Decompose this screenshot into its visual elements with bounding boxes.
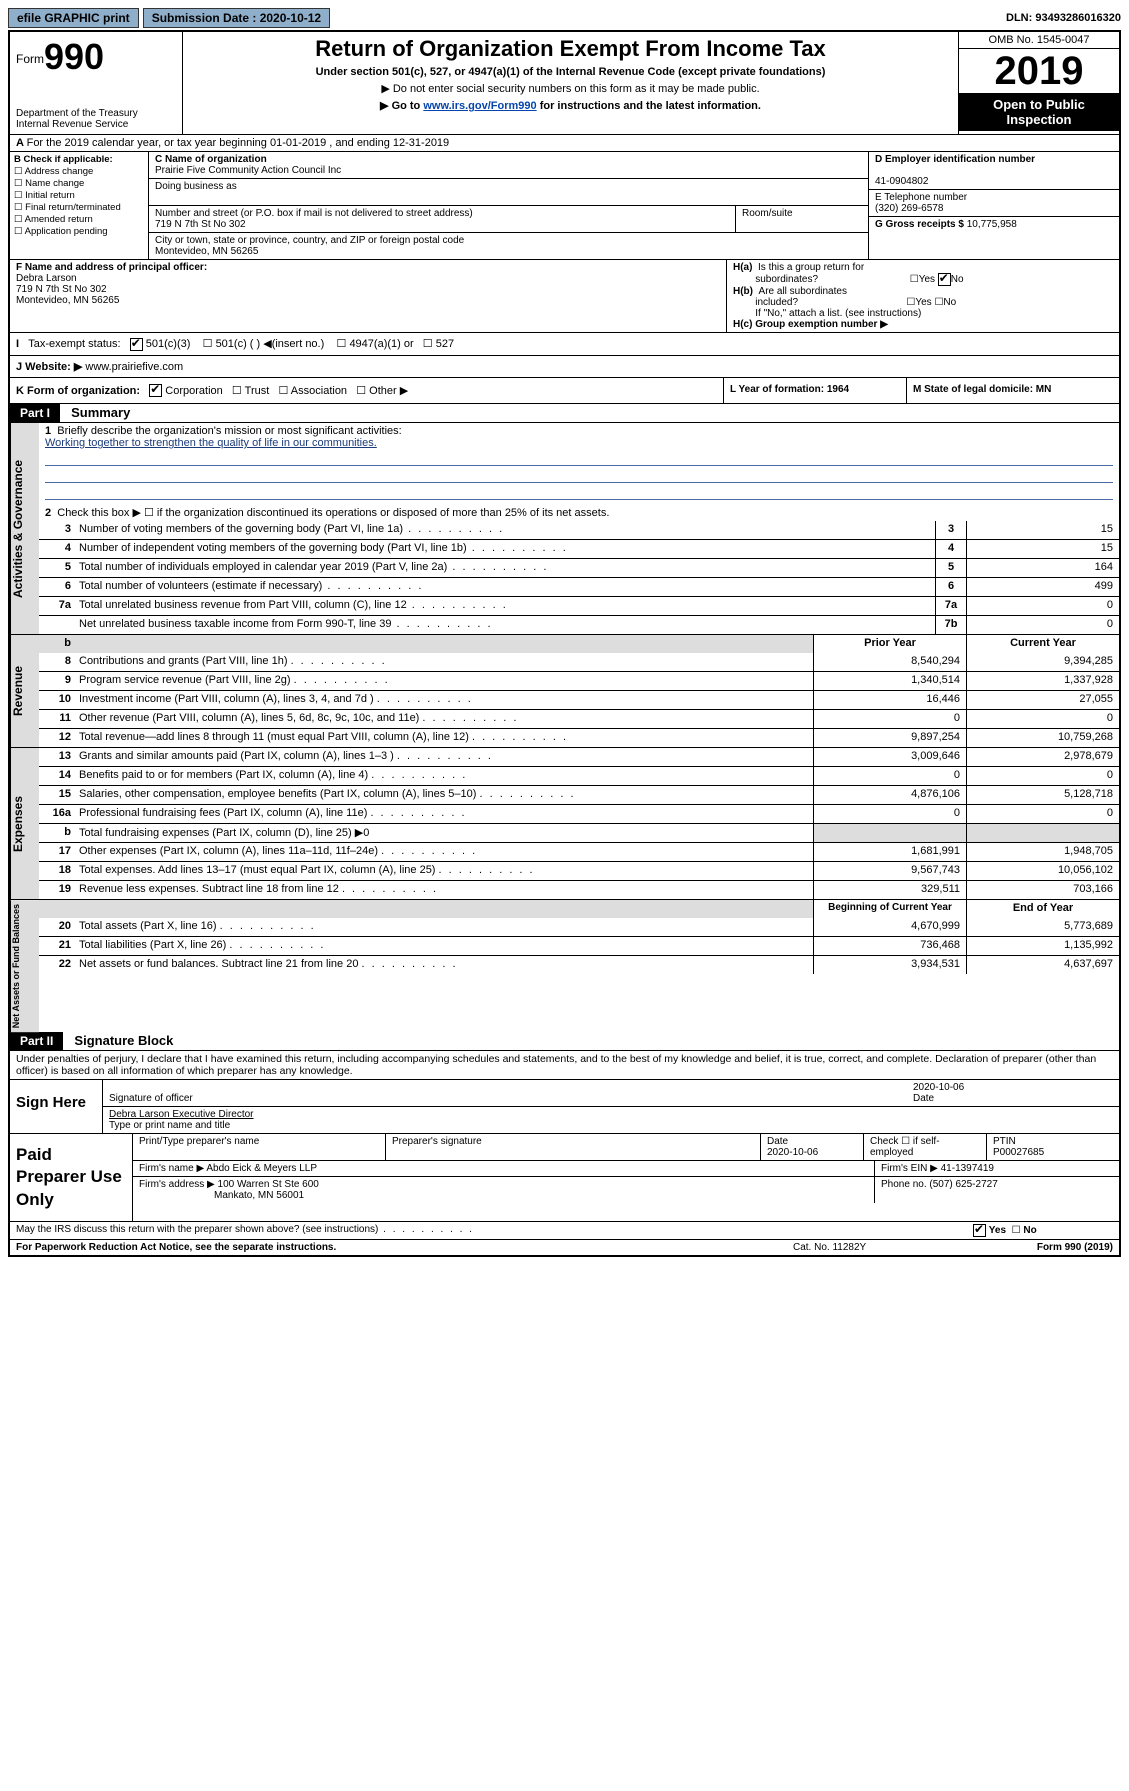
part-1-header: Part I Summary <box>10 404 1119 423</box>
checkbox-corp <box>149 384 162 397</box>
data-line: 22Net assets or fund balances. Subtract … <box>39 955 1119 974</box>
column-header-row: b Prior Year Current Year <box>39 635 1119 653</box>
data-line: 11Other revenue (Part VIII, column (A), … <box>39 709 1119 728</box>
dln-text: DLN: 93493286016320 <box>1006 12 1121 24</box>
data-line: 19Revenue less expenses. Subtract line 1… <box>39 880 1119 899</box>
vtab-revenue: Revenue <box>10 635 39 747</box>
data-line: 12Total revenue—add lines 8 through 11 (… <box>39 728 1119 747</box>
checkbox-no-icon <box>938 273 951 286</box>
data-line: 20Total assets (Part X, line 16) 4,670,9… <box>39 918 1119 936</box>
na-header-row: Beginning of Current Year End of Year <box>39 900 1119 918</box>
paid-preparer-section: Paid Preparer Use Only Print/Type prepar… <box>10 1134 1119 1221</box>
line-2: 2 Check this box ▶ ☐ if the organization… <box>39 504 1119 521</box>
data-line: 17Other expenses (Part IX, column (A), l… <box>39 842 1119 861</box>
sign-here-section: Sign Here Signature of officer 2020-10-0… <box>10 1080 1119 1134</box>
box-l: L Year of formation: 1964 <box>723 378 906 404</box>
top-toolbar: efile GRAPHIC print Submission Date : 20… <box>8 8 1121 28</box>
data-line: 13Grants and similar amounts paid (Part … <box>39 748 1119 766</box>
summary-line: 5Total number of individuals employed in… <box>39 558 1119 577</box>
box-j: J Website: ▶ www.prairiefive.com <box>10 356 1119 378</box>
vtab-governance: Activities & Governance <box>10 423 39 634</box>
box-m: M State of legal domicile: MN <box>906 378 1119 404</box>
data-line: bTotal fundraising expenses (Part IX, co… <box>39 823 1119 842</box>
efile-button[interactable]: efile GRAPHIC print <box>8 8 139 28</box>
summary-line: 6Total number of volunteers (estimate if… <box>39 577 1119 596</box>
summary-line: 7aTotal unrelated business revenue from … <box>39 596 1119 615</box>
header-right: OMB No. 1545-0047 2019 Open to Public In… <box>958 32 1119 134</box>
vtab-expenses: Expenses <box>10 748 39 899</box>
header-left: Form990 Department of the Treasury Inter… <box>10 32 183 134</box>
box-b: B Check if applicable: ☐ Address change … <box>10 152 149 259</box>
discuss-row: May the IRS discuss this return with the… <box>10 1222 1119 1240</box>
line-1: 1 Briefly describe the organization's mi… <box>39 423 1119 504</box>
data-line: 18Total expenses. Add lines 13–17 (must … <box>39 861 1119 880</box>
box-k: K Form of organization: Corporation ☐ Tr… <box>10 378 723 404</box>
data-line: 21Total liabilities (Part X, line 26) 73… <box>39 936 1119 955</box>
checkbox-yes-discuss <box>973 1224 986 1237</box>
header-title: Return of Organization Exempt From Incom… <box>183 32 958 134</box>
data-line: 9Program service revenue (Part VIII, lin… <box>39 671 1119 690</box>
data-line: 14Benefits paid to or for members (Part … <box>39 766 1119 785</box>
data-line: 8Contributions and grants (Part VIII, li… <box>39 653 1119 671</box>
form-title: Return of Organization Exempt From Incom… <box>189 36 952 62</box>
box-d: D Employer identification number 41-0904… <box>868 152 1119 259</box>
data-line: 15Salaries, other compensation, employee… <box>39 785 1119 804</box>
vtab-netassets: Net Assets or Fund Balances <box>10 900 39 1032</box>
instructions-link[interactable]: www.irs.gov/Form990 <box>423 100 536 112</box>
part-2-header: Part II Signature Block <box>10 1032 1119 1051</box>
summary-line: 3Number of voting members of the governi… <box>39 521 1119 539</box>
summary-line: 4Number of independent voting members of… <box>39 539 1119 558</box>
perjury-text: Under penalties of perjury, I declare th… <box>10 1051 1119 1080</box>
form-990: Form990 Department of the Treasury Inter… <box>8 30 1121 1257</box>
summary-line: Net unrelated business taxable income fr… <box>39 615 1119 634</box>
line-a: A For the 2019 calendar year, or tax yea… <box>10 135 1119 152</box>
footer-row: For Paperwork Reduction Act Notice, see … <box>10 1240 1119 1255</box>
box-h: H(a) Is this a group return for subordin… <box>727 260 1119 332</box>
checkbox-501c3 <box>130 338 143 351</box>
data-line: 10Investment income (Part VIII, column (… <box>39 690 1119 709</box>
box-i: I Tax-exempt status: 501(c)(3) ☐ 501(c) … <box>10 333 1119 356</box>
submission-date-button[interactable]: Submission Date : 2020-10-12 <box>143 8 330 28</box>
box-c: C Name of organization Prairie Five Comm… <box>149 152 868 259</box>
box-f: F Name and address of principal officer:… <box>10 260 727 332</box>
data-line: 16aProfessional fundraising fees (Part I… <box>39 804 1119 823</box>
